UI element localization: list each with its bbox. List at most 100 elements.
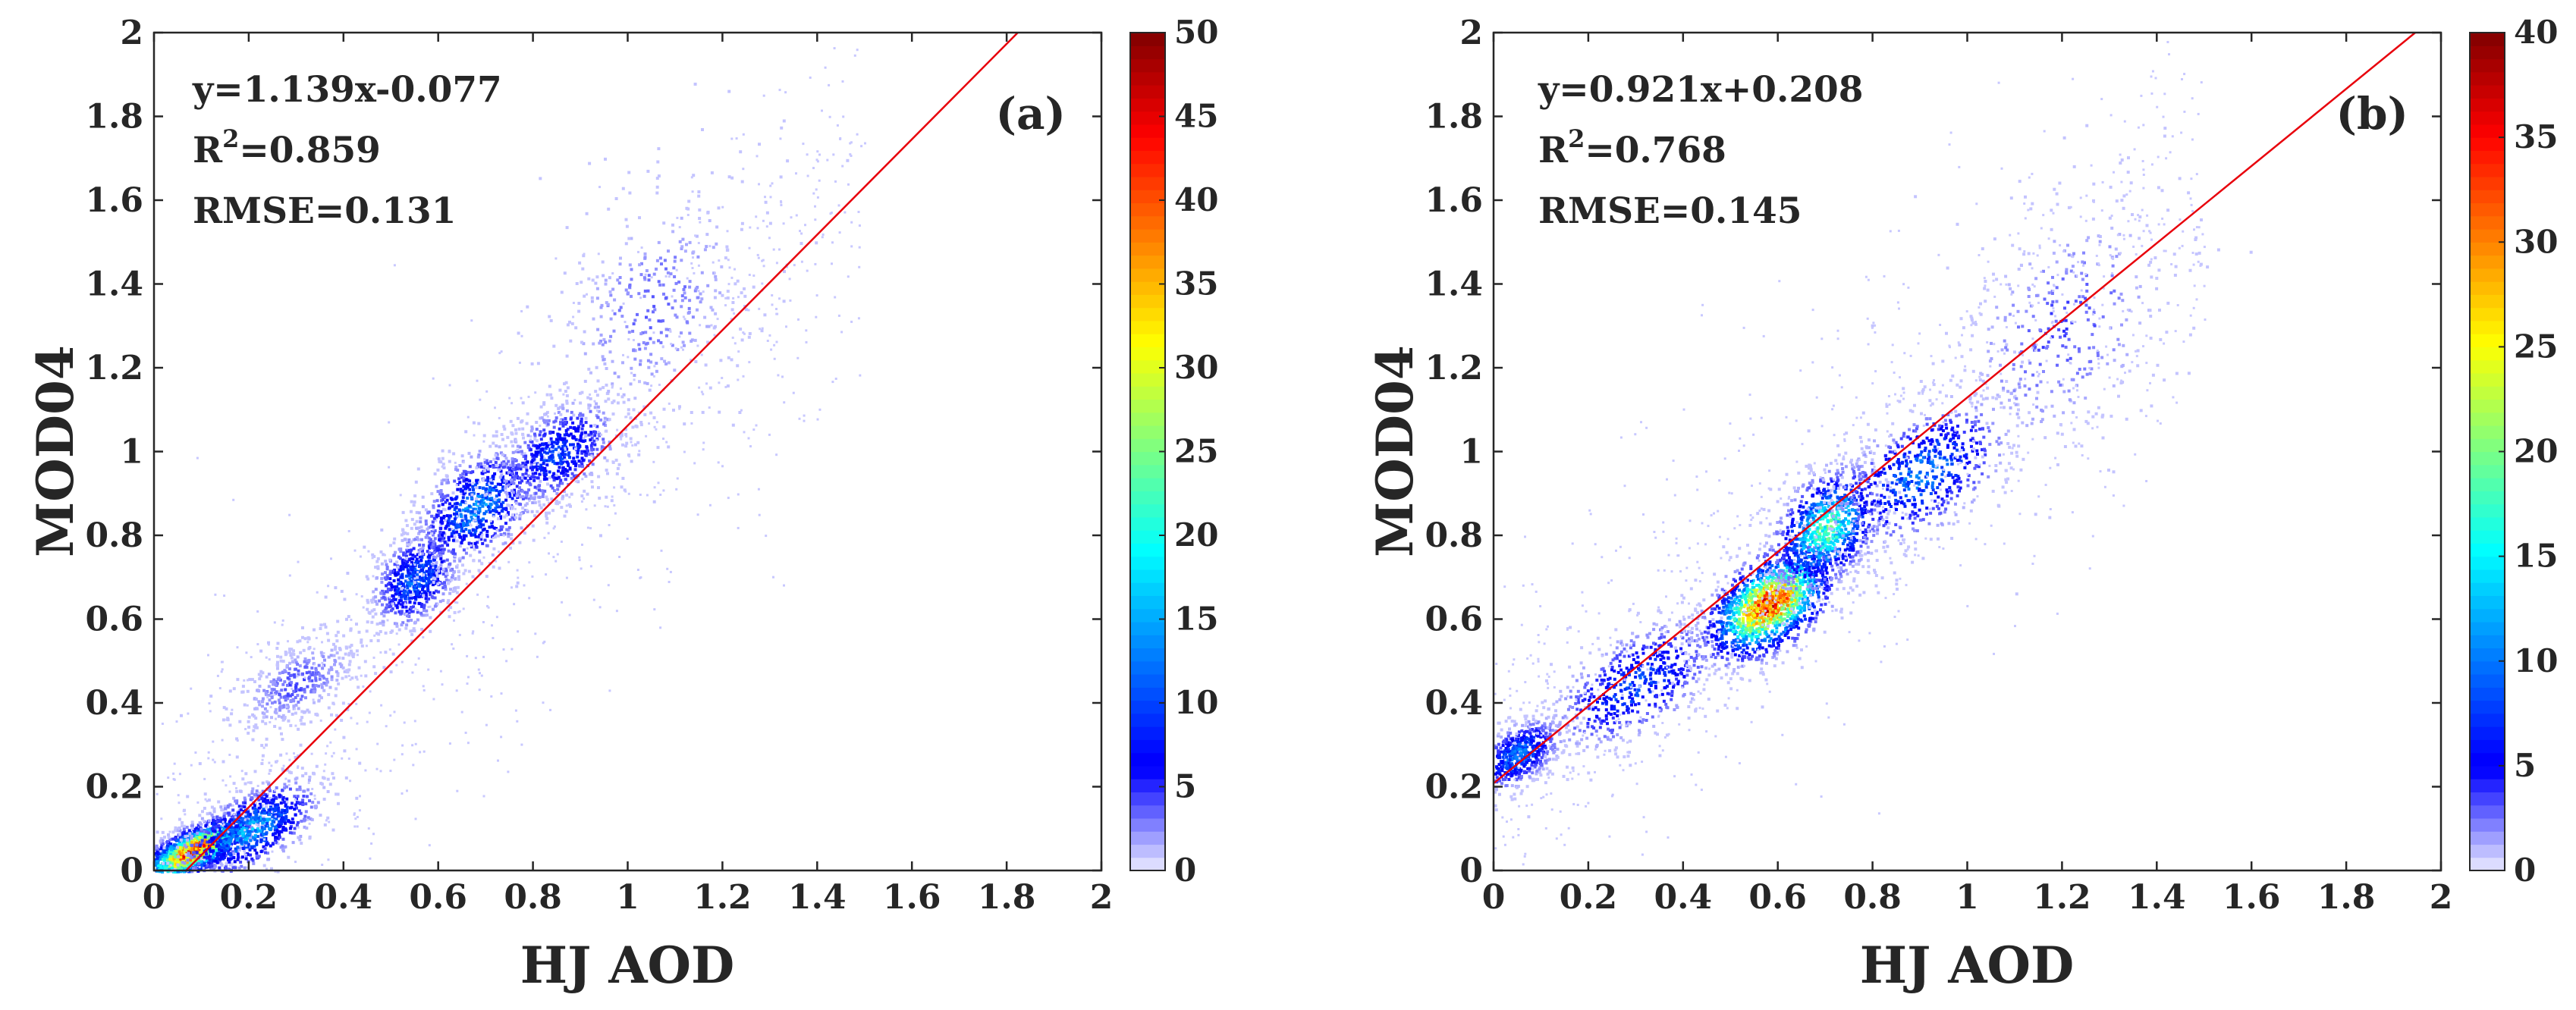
density-point <box>295 823 299 827</box>
density-point <box>541 448 544 452</box>
density-point <box>265 675 269 679</box>
density-point <box>398 582 401 585</box>
density-point <box>187 838 191 842</box>
density-point <box>325 680 329 684</box>
density-point <box>511 513 515 517</box>
density-point <box>401 562 405 565</box>
density-point <box>518 486 521 490</box>
density-point <box>341 701 345 705</box>
density-point <box>280 732 283 736</box>
density-point <box>419 520 423 524</box>
density-point <box>621 361 624 365</box>
density-point <box>370 620 374 624</box>
density-point <box>409 629 413 633</box>
density-point <box>438 538 441 542</box>
density-point <box>501 525 504 529</box>
density-point <box>395 560 399 564</box>
density-point <box>514 431 518 435</box>
density-point <box>170 862 174 866</box>
density-point <box>607 207 611 211</box>
density-point <box>440 518 444 522</box>
density-point <box>380 580 384 584</box>
density-point <box>296 820 300 824</box>
density-point <box>228 833 231 836</box>
density-point <box>256 829 260 833</box>
density-point <box>283 820 287 823</box>
density-point <box>680 216 683 220</box>
density-point <box>545 393 549 397</box>
density-point <box>297 707 300 710</box>
density-point <box>550 397 554 400</box>
density-point <box>177 865 181 869</box>
density-point <box>467 451 471 455</box>
density-point <box>212 822 215 826</box>
density-point <box>169 842 173 846</box>
density-point <box>504 508 508 512</box>
density-point <box>182 855 185 859</box>
density-point <box>472 488 475 491</box>
density-point <box>526 305 529 309</box>
density-point <box>382 614 386 618</box>
density-point <box>462 548 466 552</box>
density-point <box>308 799 311 803</box>
density-point <box>450 576 454 579</box>
density-point <box>190 870 194 874</box>
density-point <box>511 450 515 454</box>
density-point <box>470 455 473 459</box>
density-point <box>236 828 240 832</box>
density-point <box>609 317 613 321</box>
density-point <box>203 820 206 823</box>
density-point <box>435 589 438 593</box>
density-point <box>560 462 564 466</box>
density-point <box>545 521 549 525</box>
density-point <box>228 842 231 845</box>
density-point <box>536 468 539 472</box>
density-point <box>589 409 592 413</box>
density-point <box>539 430 542 434</box>
density-point <box>418 543 422 547</box>
density-point <box>545 463 549 467</box>
density-point <box>196 832 199 835</box>
density-point <box>225 847 229 851</box>
density-point <box>247 811 250 814</box>
density-point <box>615 472 619 475</box>
density-point <box>262 827 266 830</box>
density-point <box>561 481 564 485</box>
density-point <box>228 827 232 831</box>
density-point <box>258 792 262 795</box>
density-point <box>658 256 662 260</box>
density-point <box>300 842 303 845</box>
density-point <box>462 529 466 533</box>
density-point <box>639 273 643 277</box>
density-point <box>231 808 235 812</box>
density-point <box>531 501 535 504</box>
density-point <box>740 227 743 231</box>
density-point <box>327 671 331 675</box>
density-point <box>335 792 338 796</box>
density-point <box>451 491 455 495</box>
density-point <box>258 703 262 707</box>
density-point <box>651 295 655 299</box>
density-point <box>416 553 419 557</box>
density-point <box>448 460 451 463</box>
density-point <box>540 456 544 460</box>
density-point <box>643 289 647 293</box>
density-point <box>196 823 200 827</box>
density-point <box>470 497 473 500</box>
density-point <box>212 863 216 867</box>
density-point <box>239 808 243 812</box>
density-point <box>182 870 186 874</box>
density-point <box>187 856 191 860</box>
density-point <box>405 623 409 627</box>
density-point <box>657 147 661 151</box>
density-point <box>427 531 430 535</box>
density-point <box>223 817 227 821</box>
density-point <box>470 515 473 519</box>
density-point <box>590 472 594 476</box>
density-point <box>206 835 209 839</box>
density-point <box>411 566 415 570</box>
density-point <box>414 560 418 564</box>
density-point <box>441 463 445 466</box>
density-point <box>270 798 274 801</box>
density-point <box>399 610 403 614</box>
